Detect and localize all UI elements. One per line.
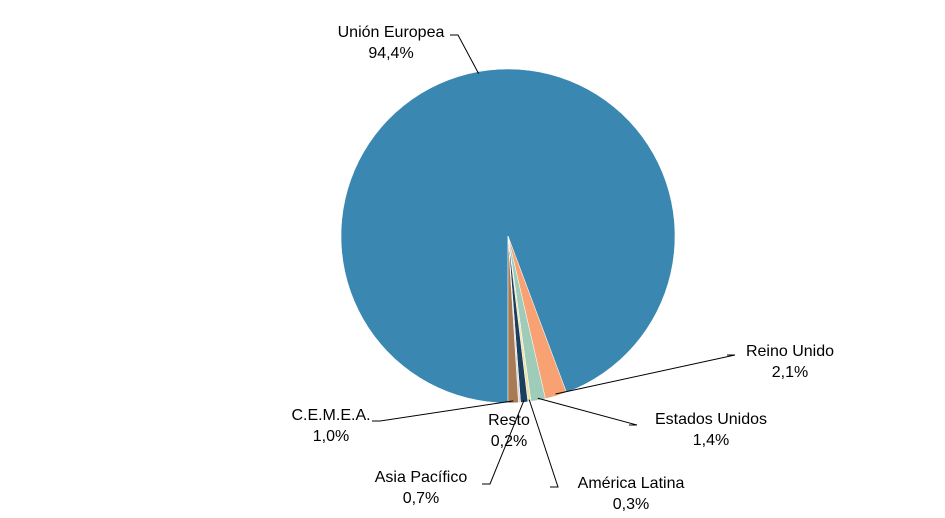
leader-line [555, 354, 736, 395]
slice-label: Asia Pacífico [375, 469, 468, 486]
value-label: 0,2% [491, 433, 527, 450]
slice-label: C.E.M.E.A. [291, 407, 370, 424]
leader-line [372, 400, 514, 422]
leader-line [450, 34, 480, 74]
value-label: 2,1% [772, 364, 808, 381]
value-label: 0,7% [403, 490, 439, 507]
value-label: 1,4% [693, 432, 729, 449]
slice-label: Reino Unido [746, 343, 834, 360]
slice-label: Resto [488, 412, 530, 429]
value-label: 1,0% [313, 428, 349, 445]
leader-line [482, 400, 525, 485]
leader-line [537, 397, 638, 426]
slice-label: América Latina [578, 475, 685, 492]
pie-slice [507, 235, 519, 404]
value-label: 0,3% [613, 496, 649, 513]
slice-label: Unión Europea [338, 24, 445, 41]
slice-label: Estados Unidos [655, 411, 767, 428]
value-label: 94,4% [368, 45, 413, 62]
leader-line [528, 399, 559, 488]
